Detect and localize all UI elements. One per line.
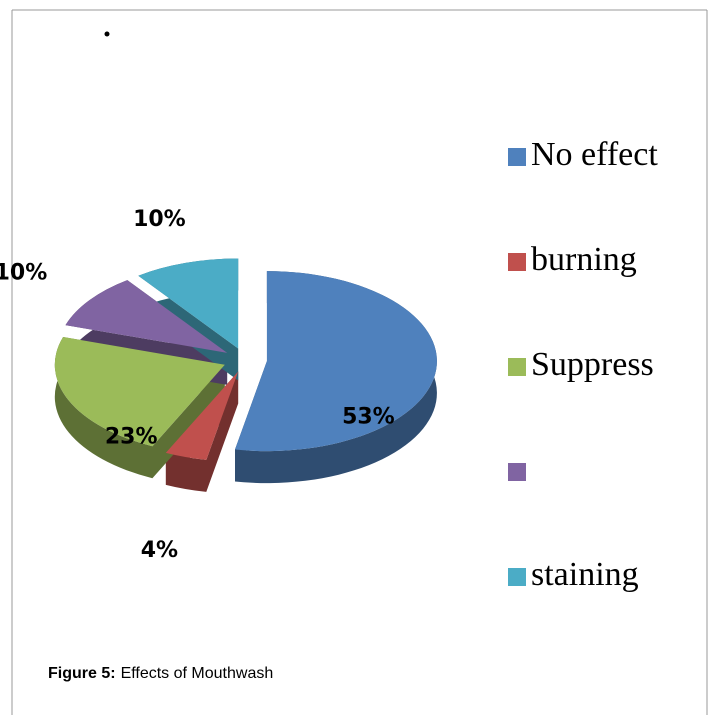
slice-label: 10% xyxy=(0,261,47,286)
bullet xyxy=(104,31,110,37)
legend-swatch xyxy=(508,568,526,586)
legend-swatch xyxy=(508,358,526,376)
slice-label: 53% xyxy=(342,404,395,429)
legend-swatch xyxy=(508,463,526,481)
slice xyxy=(54,337,225,447)
caption-text: Effects of Mouthwash xyxy=(121,665,274,682)
legend-label: No effect xyxy=(531,136,658,173)
slice-label: 10% xyxy=(133,207,186,232)
slice xyxy=(165,371,239,460)
legend-label: staining xyxy=(531,556,639,593)
slice-label: 4% xyxy=(141,538,178,563)
slice xyxy=(235,271,437,452)
caption-label: Figure 5: xyxy=(48,665,116,682)
legend-label: Suppress xyxy=(531,346,654,383)
slice xyxy=(138,258,239,349)
caption: Figure 5: Effects of Mouthwash xyxy=(48,665,273,682)
slice xyxy=(65,280,228,353)
legend-swatch xyxy=(508,253,526,271)
legend-swatch xyxy=(508,148,526,166)
legend-label: burning xyxy=(531,241,637,278)
slice-label: 23% xyxy=(105,425,158,450)
